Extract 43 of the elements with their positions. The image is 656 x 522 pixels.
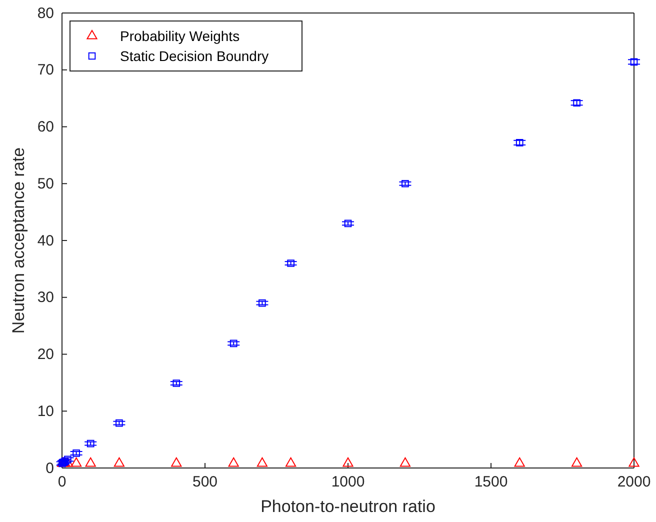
y-tick-label: 40 [37,232,54,250]
point [230,340,238,348]
legend-label: Probability Weights [120,28,240,44]
x-tick-label: 1000 [331,474,365,491]
x-axis-title: Photon-to-neutron ratio [260,497,436,516]
point [70,457,82,467]
point [573,99,580,107]
y-tick-label: 60 [37,118,54,136]
point [571,457,582,467]
point [258,299,266,307]
point [256,457,268,467]
y-tick-label: 20 [37,346,54,364]
point [116,419,123,427]
y-tick-label: 70 [37,62,54,79]
point [402,180,409,188]
y-tick-label: 50 [37,175,54,192]
x-tick-label: 2000 [617,474,651,491]
point [630,58,638,66]
y-axis-title: Neutron acceptance rate [9,147,28,334]
point [172,380,180,387]
x-tick-label: 0 [58,474,66,491]
x-tick-label: 500 [192,474,218,491]
y-tick-label: 10 [37,402,54,420]
point [171,457,182,467]
point [85,457,96,467]
y-tick-label: 30 [37,289,54,306]
point [285,457,296,467]
point [344,220,352,228]
x-tick-label: 1500 [474,474,508,491]
point [400,457,411,467]
y-tick-label: 0 [46,460,54,477]
point [514,457,525,467]
point [287,260,294,267]
point [516,139,524,146]
point [72,450,80,457]
point [628,457,640,467]
point [228,457,239,467]
legend-label: Static Decision Boundry [120,48,269,64]
point [64,456,72,464]
point [342,457,354,467]
point [114,457,125,467]
point [86,440,94,448]
y-tick-label: 80 [37,4,54,22]
